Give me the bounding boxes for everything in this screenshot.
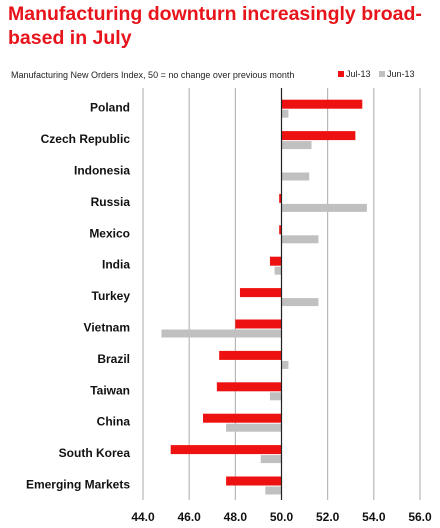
x-tick-label: 48.0 bbox=[224, 510, 248, 524]
category-label: Indonesia bbox=[74, 164, 130, 178]
legend-label-jun: Jun-13 bbox=[387, 69, 415, 79]
legend-swatch-jun bbox=[379, 71, 386, 77]
bar-jul bbox=[226, 476, 282, 486]
category-label: Russia bbox=[91, 195, 131, 209]
bar-jun bbox=[281, 298, 319, 307]
bar-jun bbox=[274, 266, 282, 275]
bar-jun bbox=[265, 486, 282, 495]
legend-swatch-jul bbox=[338, 71, 344, 77]
bar-jul bbox=[219, 350, 282, 360]
bar-jun bbox=[281, 172, 310, 181]
category-label: Emerging Markets bbox=[26, 478, 130, 492]
category-label: India bbox=[102, 258, 130, 272]
chart-subtitle: Manufacturing New Orders Index, 50 = no … bbox=[11, 70, 295, 80]
category-label: Czech Republic bbox=[41, 132, 131, 146]
x-tick-label: 46.0 bbox=[177, 510, 201, 524]
bar-jul bbox=[235, 319, 282, 329]
bar-jul bbox=[281, 131, 356, 141]
category-label: China bbox=[97, 415, 131, 429]
bar-jul bbox=[216, 382, 282, 392]
category-label: South Korea bbox=[59, 446, 131, 460]
bar-jul bbox=[279, 193, 282, 203]
legend: Jul-13 Jun-13 bbox=[338, 69, 421, 79]
bar-jun bbox=[269, 392, 282, 401]
category-label: Poland bbox=[90, 101, 130, 115]
bar-jun bbox=[281, 203, 367, 212]
x-tick-label: 50.0 bbox=[270, 510, 294, 524]
category-label: Taiwan bbox=[90, 383, 130, 397]
x-tick-label: 54.0 bbox=[362, 510, 386, 524]
bar-jun bbox=[281, 141, 312, 150]
bar-jun bbox=[281, 109, 289, 118]
bar-jun bbox=[260, 455, 282, 464]
chart-title: Manufacturing downturn increasingly broa… bbox=[8, 3, 422, 49]
bar-jul bbox=[239, 288, 282, 298]
bar-jul bbox=[279, 225, 282, 235]
bar-jul bbox=[170, 445, 282, 455]
bar-jul bbox=[203, 413, 282, 423]
bar-jul bbox=[269, 256, 282, 266]
category-label: Mexico bbox=[89, 226, 130, 240]
category-label: Vietnam bbox=[84, 321, 130, 335]
legend-item-jul: Jul-13 bbox=[338, 69, 371, 79]
category-label: Brazil bbox=[97, 352, 130, 366]
bar-jun bbox=[281, 360, 289, 369]
x-tick-label: 52.0 bbox=[316, 510, 340, 524]
bar-jun bbox=[281, 235, 319, 244]
bar-jul bbox=[281, 99, 363, 109]
x-tick-label: 44.0 bbox=[131, 510, 155, 524]
bar-jun bbox=[226, 423, 282, 432]
legend-label-jul: Jul-13 bbox=[346, 69, 371, 79]
category-label: Turkey bbox=[92, 289, 131, 303]
x-tick-label: 56.0 bbox=[408, 510, 432, 524]
bar-jun bbox=[161, 329, 282, 338]
legend-item-jun: Jun-13 bbox=[379, 69, 415, 79]
